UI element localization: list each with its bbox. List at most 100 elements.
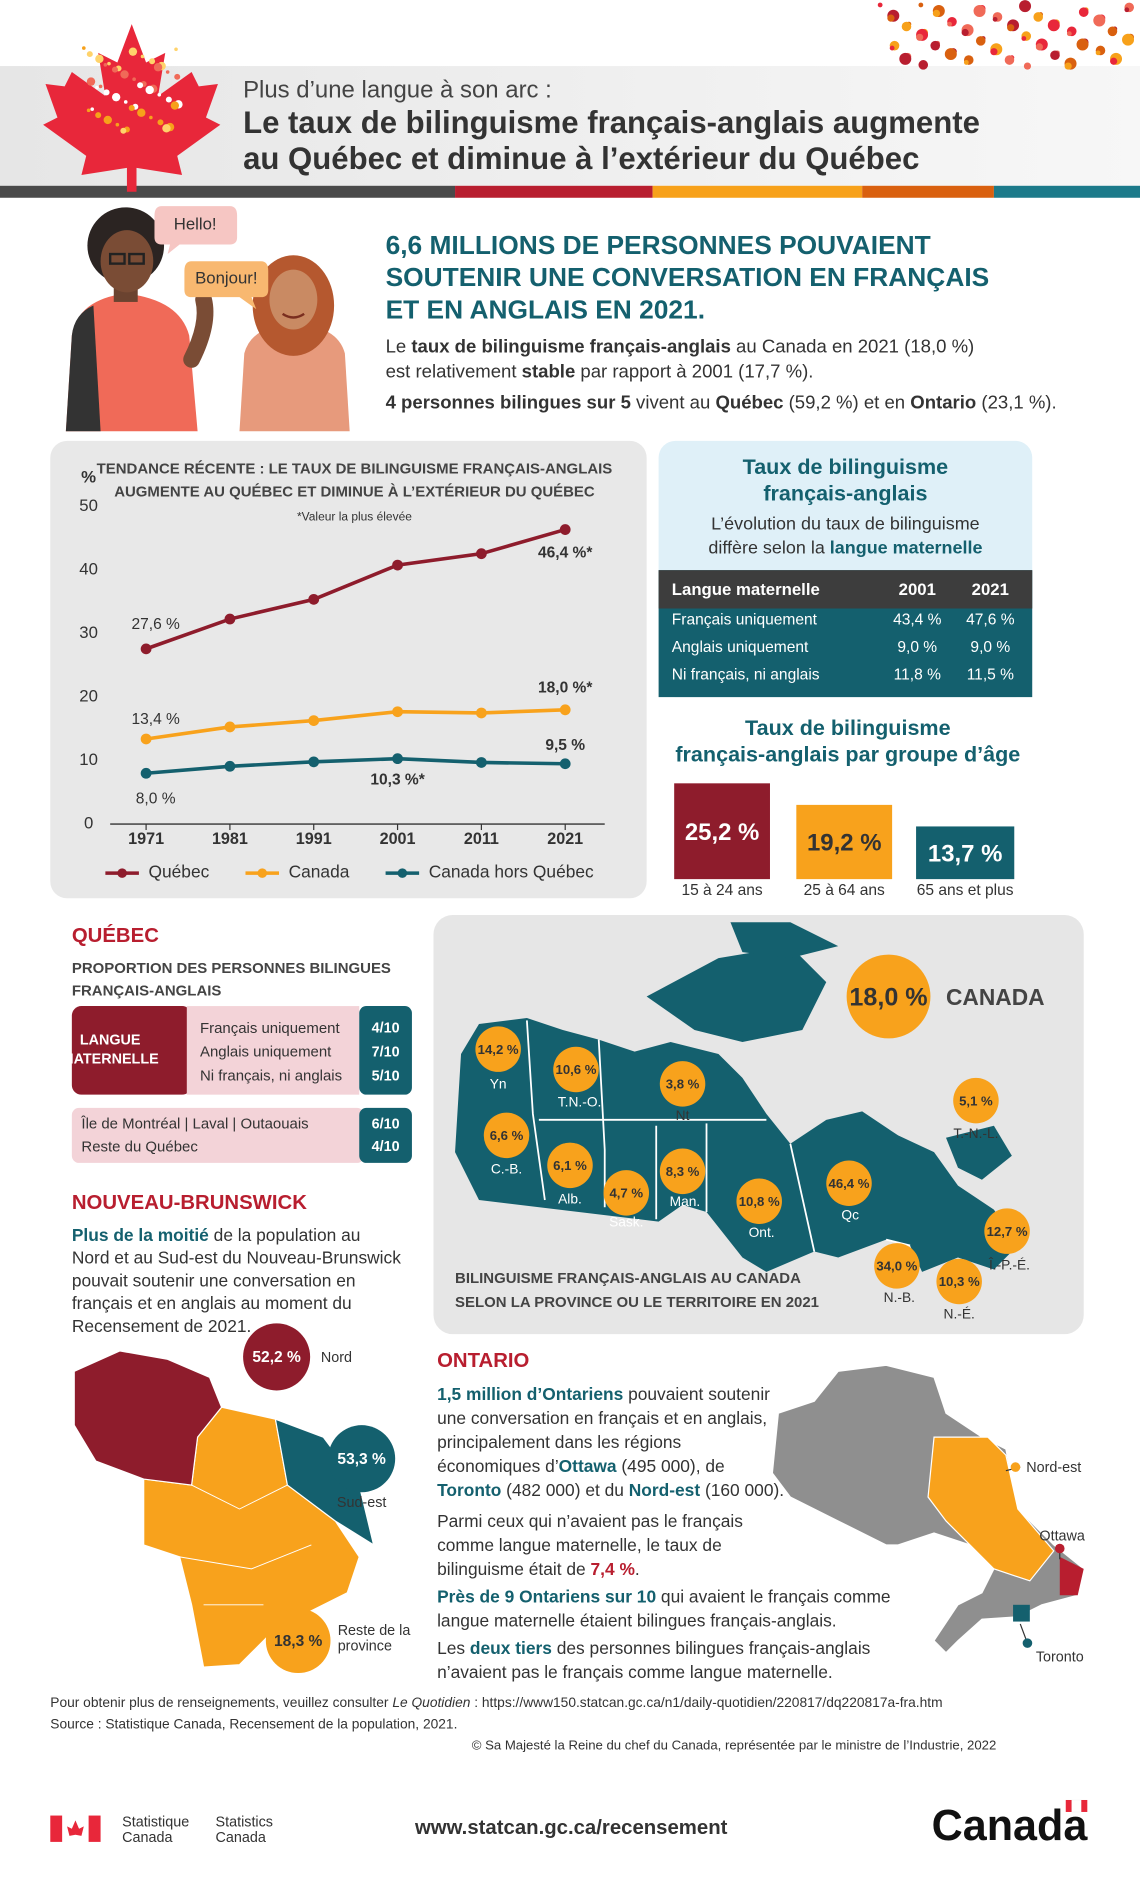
region-value: 4,7 % bbox=[609, 1186, 643, 1201]
dot bbox=[103, 89, 110, 96]
text-run: Parmi ceux qui n’avaient pas le français bbox=[437, 1511, 743, 1531]
data-point bbox=[308, 715, 320, 726]
text-run: Recensement de 2021. bbox=[72, 1316, 252, 1336]
table-cell: 11,8 % bbox=[894, 667, 941, 684]
section-title: NOUVEAU-BRUNSWICK bbox=[72, 1192, 307, 1214]
text-run: pouvait soutenir une conversation en bbox=[72, 1270, 356, 1290]
region-label: Nord bbox=[321, 1350, 352, 1366]
data-point bbox=[392, 559, 403, 571]
dot bbox=[115, 122, 120, 127]
region-label: Sask. bbox=[609, 1214, 643, 1229]
region-label: T.N.-O. bbox=[558, 1095, 602, 1110]
region-bubble bbox=[826, 1160, 872, 1207]
map-caption: SELON LA PROVINCE OU LE TERRITOIRE EN 20… bbox=[455, 1294, 819, 1311]
region-bubble bbox=[243, 1323, 311, 1391]
body-line: 1,5 million d’Ontariens pouvaient souten… bbox=[437, 1384, 770, 1404]
region-value: 34,0 % bbox=[876, 1259, 917, 1274]
ontario-map bbox=[771, 1364, 1085, 1654]
dot bbox=[947, 21, 952, 27]
dot bbox=[123, 100, 128, 104]
wordmark: Canada bbox=[932, 1802, 1089, 1850]
text-run: Ontario bbox=[910, 392, 976, 413]
body-line: français et en anglais au moment du bbox=[72, 1293, 352, 1313]
dot bbox=[86, 108, 91, 113]
x-tick-label: 1971 bbox=[128, 830, 164, 848]
section-title: ONTARIO bbox=[437, 1350, 529, 1372]
table-header-cell: Langue maternelle bbox=[672, 580, 820, 599]
legend-label: Québec bbox=[148, 862, 209, 882]
region-value: 53,3 % bbox=[337, 1451, 386, 1468]
x-tick-label: 2021 bbox=[547, 830, 583, 848]
rows-box bbox=[186, 1006, 360, 1095]
row-score: 5/10 bbox=[372, 1069, 400, 1085]
x-tick-label: 1981 bbox=[212, 830, 248, 848]
value-label: 13,4 % bbox=[131, 711, 180, 728]
dot bbox=[82, 46, 86, 50]
text-run: (160 000). bbox=[700, 1480, 784, 1500]
row-score: 4/10 bbox=[372, 1021, 400, 1037]
dot bbox=[1095, 50, 1101, 56]
dot bbox=[95, 54, 104, 64]
region-label: N.-B. bbox=[884, 1290, 915, 1305]
region-value: 14,2 % bbox=[478, 1042, 519, 1057]
text-run: (23,1 %). bbox=[976, 392, 1056, 413]
body-line: Recensement de 2021. bbox=[72, 1316, 252, 1336]
map-label: Toronto bbox=[1036, 1649, 1084, 1665]
age-value: 13,7 % bbox=[928, 841, 1003, 868]
y-tick-label: 0 bbox=[84, 813, 93, 832]
region-bubble bbox=[475, 1026, 521, 1072]
data-point bbox=[559, 758, 571, 770]
text-run: taux de bilinguisme français-anglais bbox=[411, 335, 731, 356]
region-bubble bbox=[553, 1046, 599, 1093]
text-run: qui avaient le français comme bbox=[656, 1586, 890, 1606]
group-box bbox=[71, 1006, 192, 1095]
dot bbox=[128, 104, 135, 111]
value-label: 9,5 % bbox=[545, 737, 585, 754]
dot bbox=[149, 115, 153, 120]
dot bbox=[165, 70, 170, 74]
rows-box bbox=[71, 1107, 365, 1163]
dot bbox=[128, 47, 138, 56]
text-run: : https://www150.statcan.gc.ca/n1/daily-… bbox=[470, 1695, 942, 1710]
body-line: bilinguisme était de 7,4 %. bbox=[437, 1559, 640, 1579]
dot bbox=[1007, 24, 1015, 32]
text-run: n’avaient pas le français comme langue m… bbox=[437, 1662, 833, 1682]
dot bbox=[162, 124, 171, 133]
legend-dot bbox=[397, 868, 408, 878]
body-line: Parmi ceux qui n’avaient pas le français bbox=[437, 1511, 743, 1531]
data-point bbox=[559, 524, 571, 535]
text-run: . bbox=[635, 1559, 640, 1579]
age-box bbox=[796, 804, 893, 880]
dot bbox=[1110, 57, 1118, 65]
age-box bbox=[674, 783, 770, 880]
total-label: CANADA bbox=[946, 984, 1045, 1010]
text-run: économiques d’ bbox=[437, 1456, 559, 1476]
dot bbox=[990, 48, 998, 56]
dot bbox=[174, 47, 178, 52]
data-point bbox=[224, 721, 236, 733]
score-box bbox=[359, 1107, 412, 1163]
region-label: N.-É. bbox=[944, 1306, 975, 1322]
region-label: Alb. bbox=[558, 1192, 582, 1207]
footer-line: Source : Statistique Canada, Recensement… bbox=[50, 1716, 457, 1731]
dot bbox=[86, 77, 96, 86]
dot bbox=[98, 84, 103, 89]
region-value: 6,6 % bbox=[490, 1128, 524, 1143]
region-value: 18,3 % bbox=[274, 1633, 323, 1650]
region-value: 8,3 % bbox=[666, 1164, 700, 1179]
dot bbox=[1023, 62, 1032, 70]
text-run: Nord-est bbox=[629, 1480, 701, 1500]
text-run: (59,2 %) et en bbox=[783, 392, 910, 413]
text-run: pouvaient soutenir bbox=[623, 1384, 770, 1404]
dot bbox=[95, 85, 99, 90]
dot bbox=[1066, 31, 1072, 37]
legend-label: Canada bbox=[289, 862, 350, 882]
row-label: Français uniquement bbox=[200, 1020, 340, 1037]
body-line: Nord et au Sud-est du Nouveau-Brunswick bbox=[72, 1247, 401, 1267]
dot bbox=[1004, 55, 1015, 65]
table-cell: Anglais uniquement bbox=[672, 639, 809, 656]
text-run: deux tiers bbox=[470, 1638, 552, 1658]
url: www.statcan.gc.ca/recensement bbox=[414, 1817, 728, 1839]
body-line: une conversation en français et en angla… bbox=[437, 1408, 767, 1428]
